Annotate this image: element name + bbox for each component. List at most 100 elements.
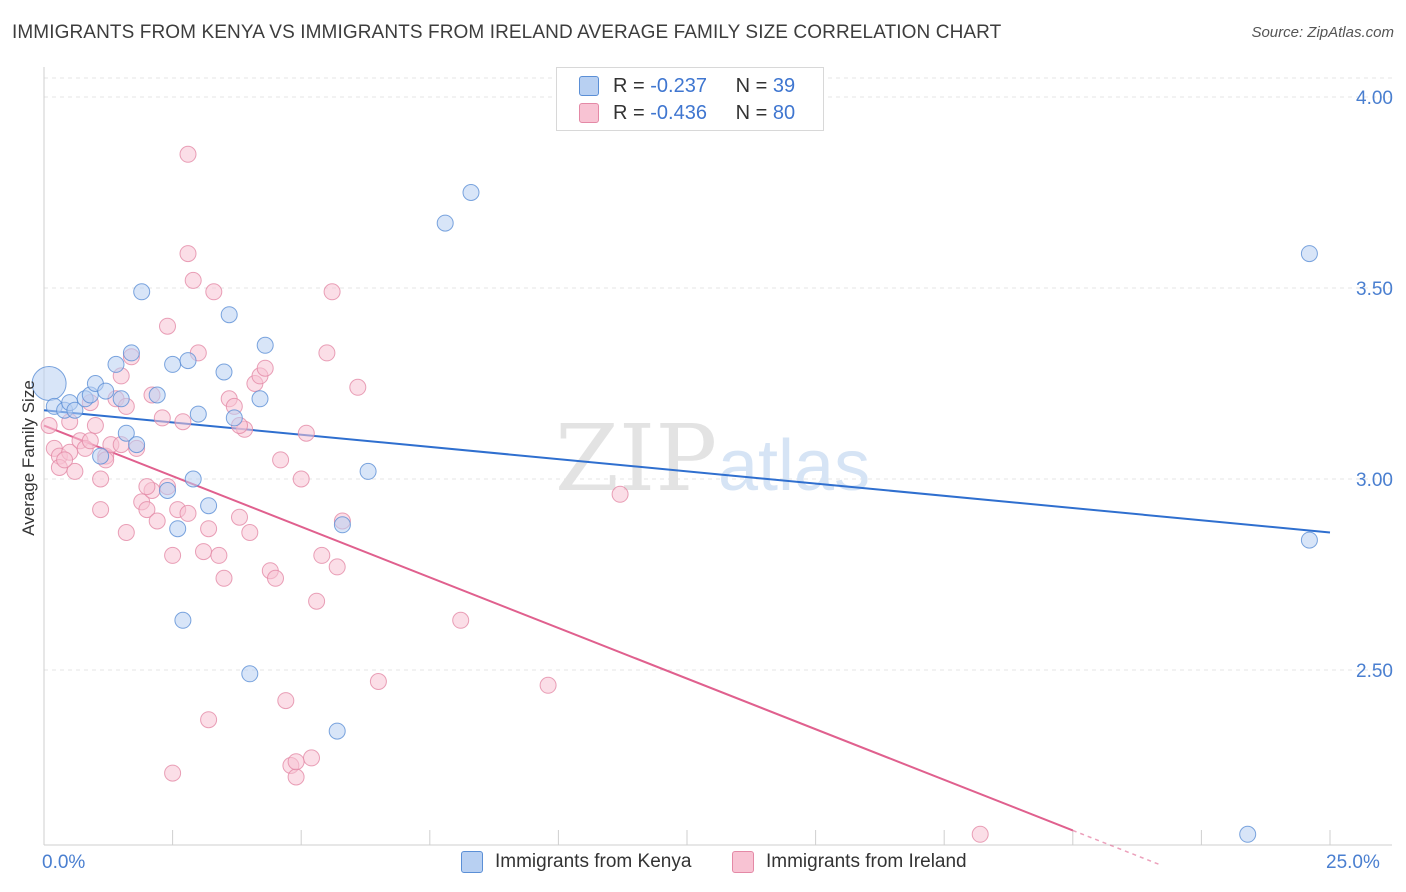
- ireland-point: [138, 501, 156, 519]
- kenya-point: [256, 336, 274, 354]
- kenya-point: [225, 409, 243, 427]
- ireland-point: [539, 676, 557, 694]
- ireland-point: [318, 344, 336, 362]
- ireland-point: [159, 317, 176, 335]
- kenya-r-label: R =: [613, 74, 645, 97]
- watermark: ZIP atlas: [555, 405, 870, 512]
- legend-ireland-swatch: [732, 851, 754, 873]
- ireland-swatch: [579, 103, 599, 123]
- ireland-point: [164, 546, 182, 564]
- legend-row-kenya: R = -0.237 N = 39: [579, 73, 795, 99]
- kenya-point: [159, 482, 176, 499]
- correlation-legend: R = -0.237 N = 39 R = -0.436 N = 80: [556, 67, 824, 131]
- ireland-point: [256, 359, 274, 377]
- ireland-point: [179, 504, 197, 522]
- ireland-point: [241, 524, 259, 541]
- kenya-point: [251, 390, 269, 408]
- ireland-point: [611, 485, 629, 503]
- watermark-zip: ZIP: [555, 405, 717, 512]
- ireland-point: [153, 409, 171, 427]
- kenya-point: [164, 355, 182, 373]
- ireland-point: [179, 245, 197, 263]
- kenya-point: [359, 462, 377, 480]
- kenya-point: [92, 447, 110, 465]
- ireland-point: [349, 378, 367, 396]
- ireland-point: [138, 478, 156, 496]
- kenya-point: [220, 306, 238, 324]
- data-points: [31, 145, 1318, 843]
- watermark-atlas: atlas: [718, 426, 870, 506]
- ireland-point: [452, 611, 470, 629]
- ireland-point: [303, 749, 320, 767]
- kenya-point: [112, 390, 130, 408]
- kenya-point: [122, 344, 140, 362]
- ireland-trend-line: [43, 424, 1074, 832]
- legend-kenya-label: Immigrants from Kenya: [495, 851, 692, 872]
- legend-item-ireland: Immigrants from Ireland: [732, 851, 967, 873]
- ireland-point: [92, 470, 110, 488]
- ireland-point: [117, 524, 135, 541]
- y-tick-label: 4.00: [1356, 88, 1393, 109]
- ireland-point: [971, 825, 989, 843]
- kenya-point: [133, 283, 151, 301]
- ireland-point: [287, 768, 305, 786]
- series-legend: Immigrants from Kenya Immigrants from Ir…: [0, 851, 1406, 879]
- kenya-point: [333, 516, 351, 534]
- kenya-point: [462, 184, 480, 201]
- ireland-point: [205, 283, 223, 301]
- ireland-point: [40, 417, 58, 434]
- kenya-r-value: -0.237: [650, 74, 707, 97]
- kenya-point: [179, 352, 197, 370]
- ireland-point: [195, 543, 212, 561]
- kenya-point: [184, 470, 202, 488]
- ireland-point: [92, 501, 110, 519]
- y-tick-label: 3.00: [1356, 470, 1393, 491]
- kenya-n-label: N =: [735, 74, 768, 97]
- ireland-point: [292, 470, 310, 488]
- ireland-point: [179, 145, 197, 163]
- ireland-point: [277, 692, 295, 710]
- kenya-point: [328, 722, 346, 740]
- ireland-n-value: 80: [772, 101, 796, 124]
- ireland-point: [200, 520, 218, 538]
- kenya-point: [189, 405, 207, 423]
- chart-title: IMMIGRANTS FROM KENYA VS IMMIGRANTS FROM…: [12, 22, 1002, 43]
- legend-row-ireland: R = -0.436 N = 80: [579, 100, 795, 126]
- ireland-n-label: N =: [735, 101, 768, 124]
- kenya-point: [97, 382, 115, 400]
- kenya-point: [241, 665, 259, 683]
- ireland-point: [56, 451, 74, 469]
- kenya-point: [200, 497, 218, 515]
- x-tick-max: 25.0%: [1326, 852, 1380, 873]
- kenya-point: [1239, 825, 1257, 843]
- ireland-point: [210, 546, 228, 564]
- y-tick-label: 3.50: [1356, 279, 1393, 300]
- kenya-point: [148, 386, 166, 404]
- kenya-swatch: [579, 76, 599, 96]
- kenya-point: [128, 436, 146, 454]
- ireland-point: [164, 764, 182, 782]
- source-label: Source: ZipAtlas.com: [1251, 24, 1394, 41]
- kenya-point: [436, 214, 454, 232]
- kenya-point: [66, 401, 84, 419]
- x-tick-min: 0.0%: [42, 852, 86, 873]
- ireland-point: [231, 508, 248, 526]
- ireland-point: [297, 424, 315, 442]
- y-ticks: 2.50 3.00 3.50 4.00: [1356, 88, 1393, 682]
- ireland-r-value: -0.436: [650, 101, 707, 124]
- grid-lines: [44, 77, 1392, 671]
- ireland-point: [81, 432, 99, 450]
- kenya-point: [174, 611, 192, 629]
- ireland-point: [200, 711, 218, 729]
- kenya-n-value: 39: [772, 74, 796, 97]
- ireland-point: [328, 558, 346, 576]
- legend-kenya-swatch: [461, 851, 483, 873]
- kenya-point: [1300, 245, 1318, 263]
- ireland-point: [174, 413, 192, 431]
- kenya-point: [169, 520, 187, 538]
- y-axis-label: Average Family Size: [19, 380, 38, 536]
- legend-ireland-label: Immigrants from Ireland: [766, 851, 967, 872]
- ireland-point: [184, 271, 202, 289]
- ireland-point: [287, 753, 305, 771]
